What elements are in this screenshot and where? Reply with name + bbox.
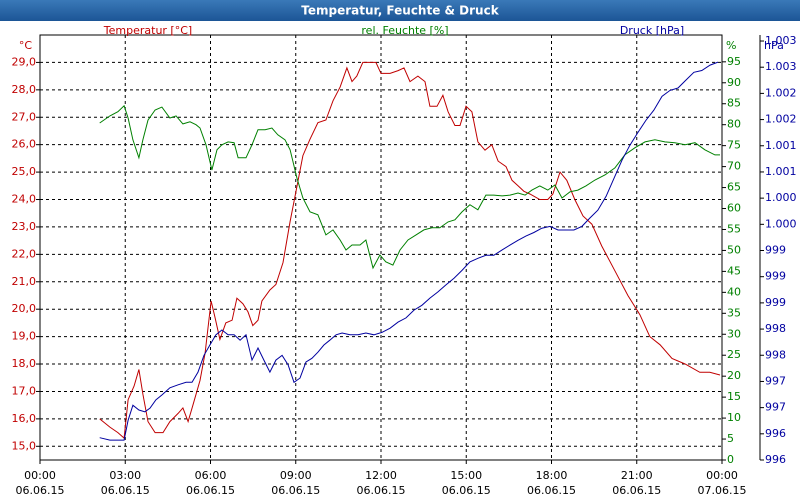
y3-tick-label: 996 (765, 427, 786, 440)
y-tick-label: 27,0 (12, 110, 37, 123)
y-axis-label: °C (19, 39, 33, 52)
y-tick-label: 26,0 (12, 138, 37, 151)
series-line (99, 104, 720, 270)
x-tick-label: 15:00 (450, 469, 482, 482)
y3-tick-label: 998 (765, 322, 786, 335)
y-tick-label: 28,0 (12, 83, 37, 96)
x-tick-label: 06:00 (195, 469, 227, 482)
y2-tick-label: 0 (727, 453, 734, 466)
x-tick-date: 06.06.15 (527, 484, 576, 497)
y2-tick-label: 75 (727, 139, 741, 152)
series-line (99, 61, 719, 441)
y2-tick-label: 45 (727, 264, 741, 277)
series-line (99, 61, 721, 440)
y3-tick-label: 997 (765, 401, 786, 414)
y3-tick-label: 1.000 (765, 191, 797, 204)
y2-tick-label: 95 (727, 55, 741, 68)
y2-tick-label: 85 (727, 97, 741, 110)
x-tick-label: 03:00 (109, 469, 141, 482)
y2-tick-label: 5 (727, 432, 734, 445)
legend-label: rel. Feuchte [%] (361, 24, 448, 37)
x-tick-label: 12:00 (365, 469, 397, 482)
legend-label: Temperatur [°C] (103, 24, 192, 37)
y2-tick-label: 50 (727, 243, 741, 256)
y3-tick-label: 999 (765, 270, 786, 283)
y2-tick-label: 10 (727, 411, 741, 424)
x-tick-date: 06.06.15 (16, 484, 65, 497)
x-tick-date: 06.06.15 (442, 484, 491, 497)
x-tick-label: 09:00 (280, 469, 312, 482)
y3-tick-label: 1.003 (765, 60, 797, 73)
y3-tick-label: 1.001 (765, 139, 797, 152)
y3-tick-label: 997 (765, 374, 786, 387)
y-tick-label: 22,0 (12, 247, 37, 260)
y3-axis-label: hPa (764, 39, 784, 52)
x-tick-date: 07.06.15 (698, 484, 747, 497)
y-tick-label: 29,0 (12, 55, 37, 68)
y-tick-label: 21,0 (12, 275, 37, 288)
x-tick-label: 00:00 (706, 469, 738, 482)
y3-tick-label: 1.000 (765, 217, 797, 230)
x-tick-date: 06.06.15 (271, 484, 320, 497)
x-tick-date: 06.06.15 (612, 484, 661, 497)
y-tick-label: 16,0 (12, 412, 37, 425)
y2-tick-label: 70 (727, 160, 741, 173)
y-tick-label: 18,0 (12, 357, 37, 370)
y2-tick-label: 30 (727, 327, 741, 340)
y3-tick-label: 1.002 (765, 86, 797, 99)
y-tick-label: 20,0 (12, 302, 37, 315)
y-tick-label: 23,0 (12, 220, 37, 233)
x-tick-label: 21:00 (621, 469, 653, 482)
legend-label: Druck [hPa] (620, 24, 684, 37)
y2-tick-label: 65 (727, 181, 741, 194)
x-tick-date: 06.06.15 (186, 484, 235, 497)
y2-tick-label: 55 (727, 222, 741, 235)
y3-tick-label: 999 (765, 244, 786, 257)
y2-tick-label: 40 (727, 285, 741, 298)
y-tick-label: 25,0 (12, 165, 37, 178)
x-tick-date: 06.06.15 (357, 484, 406, 497)
y3-tick-label: 996 (765, 453, 786, 466)
y2-axis-label: % (726, 39, 736, 52)
y-tick-label: 17,0 (12, 384, 37, 397)
x-tick-date: 06.06.15 (101, 484, 150, 497)
y3-tick-label: 999 (765, 296, 786, 309)
chart-title: Temperatur, Feuchte & Druck (301, 4, 499, 18)
y2-tick-label: 35 (727, 306, 741, 319)
y3-tick-label: 1.002 (765, 113, 797, 126)
y2-tick-label: 25 (727, 348, 741, 361)
y2-tick-label: 20 (727, 369, 741, 382)
y2-tick-label: 80 (727, 118, 741, 131)
y2-tick-label: 90 (727, 76, 741, 89)
y-tick-label: 15,0 (12, 439, 37, 452)
y-tick-label: 19,0 (12, 330, 37, 343)
title-bar (0, 0, 800, 21)
y3-tick-label: 998 (765, 348, 786, 361)
y3-tick-label: 1.001 (765, 165, 797, 178)
y2-tick-label: 60 (727, 202, 741, 215)
x-tick-label: 00:00 (24, 469, 56, 482)
x-tick-label: 18:00 (536, 469, 568, 482)
y2-tick-label: 15 (727, 390, 741, 403)
y-tick-label: 24,0 (12, 193, 37, 206)
y3-tick-label: 1.003 (765, 34, 797, 47)
